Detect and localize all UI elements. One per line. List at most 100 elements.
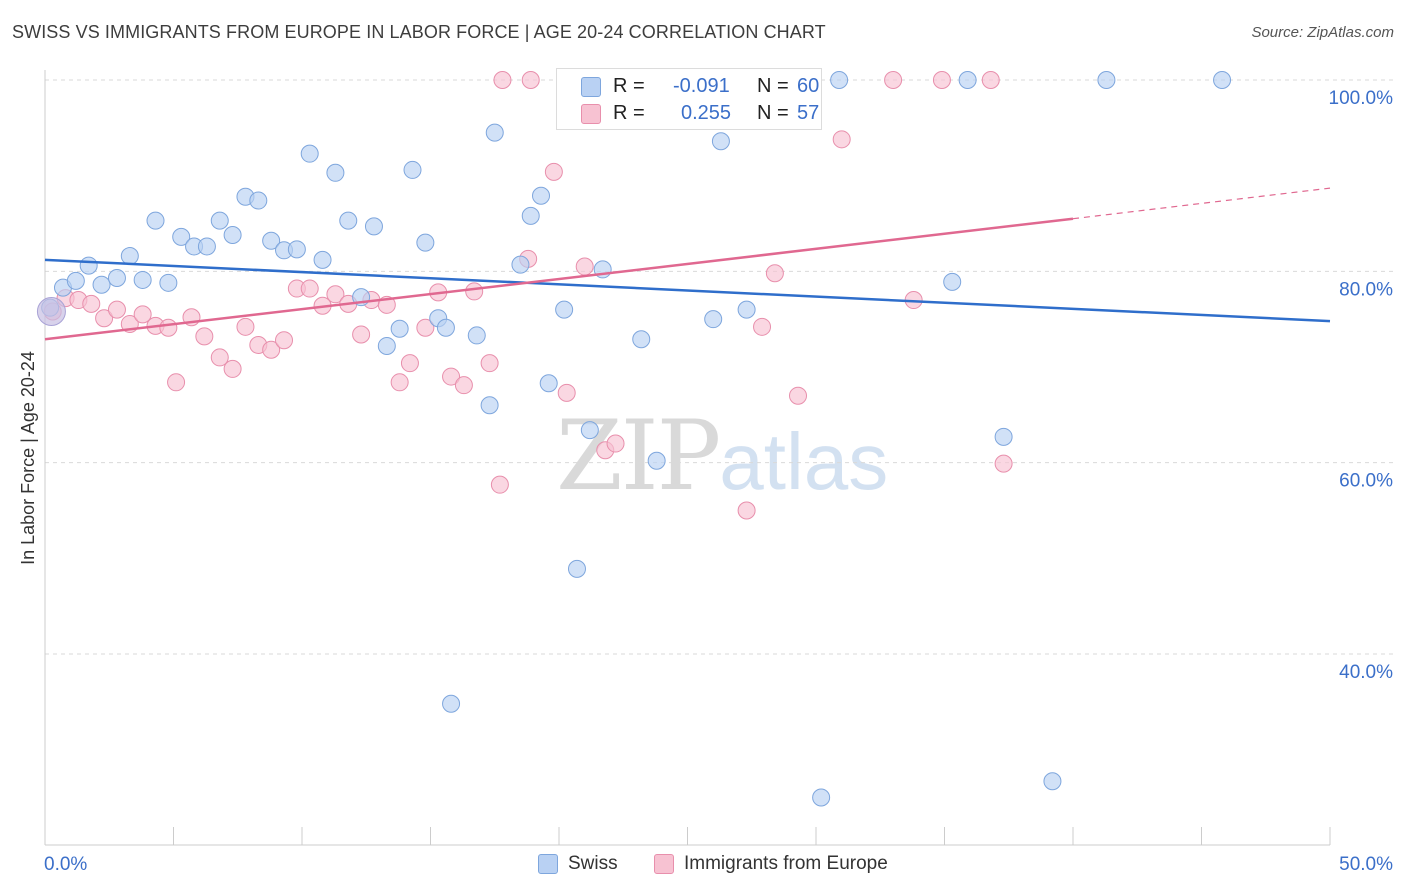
immigrants-point bbox=[493, 71, 512, 89]
stats-legend: R = -0.091 N = 60 R = 0.255 N = 57 bbox=[556, 68, 822, 130]
watermark: ZIPatlas bbox=[556, 400, 888, 512]
swiss-point bbox=[416, 233, 435, 252]
swiss-point bbox=[1043, 772, 1062, 791]
watermark-zip: ZIP bbox=[556, 400, 721, 512]
swiss-point bbox=[711, 132, 730, 151]
swiss-point bbox=[812, 788, 831, 807]
swiss-point bbox=[403, 160, 422, 179]
immigrants-point bbox=[737, 501, 756, 520]
swiss-point bbox=[377, 336, 396, 355]
watermark-atlas: atlas bbox=[719, 417, 889, 506]
swiss-swatch bbox=[581, 77, 601, 97]
immigrants-trend-line bbox=[44, 217, 1074, 341]
immigrants-point bbox=[107, 300, 126, 319]
swiss-point bbox=[632, 330, 651, 349]
swiss-point bbox=[159, 273, 178, 292]
chart-title: SWISS VS IMMIGRANTS FROM EUROPE IN LABOR… bbox=[12, 22, 826, 42]
immigrants-point bbox=[442, 367, 461, 386]
immigrants-point bbox=[789, 386, 808, 405]
immigrants-point bbox=[95, 309, 114, 328]
swiss-point bbox=[539, 374, 558, 393]
immigrants-point bbox=[932, 71, 951, 89]
immigrants-trend-extension bbox=[1072, 187, 1331, 220]
source-credit: Source: ZipAtlas.com bbox=[1251, 24, 1394, 41]
swiss-point bbox=[210, 211, 229, 230]
immigrants-point bbox=[994, 454, 1013, 473]
immigrants-point bbox=[416, 318, 435, 337]
swiss-point bbox=[480, 396, 499, 415]
immigrants-point bbox=[82, 294, 101, 313]
swiss-r-value: -0.091 bbox=[673, 75, 730, 97]
immigrants-point bbox=[236, 317, 255, 336]
swiss-point bbox=[567, 559, 586, 578]
immigrants-point bbox=[480, 354, 499, 373]
swiss-point bbox=[262, 231, 281, 250]
immigrants-point bbox=[300, 279, 319, 298]
swiss-point bbox=[1213, 71, 1232, 89]
legend-swiss-label: Swiss bbox=[568, 853, 618, 874]
immigrants-point bbox=[390, 373, 409, 392]
swiss-point bbox=[442, 694, 461, 713]
immigrants-point bbox=[575, 257, 594, 276]
swiss-point bbox=[326, 163, 345, 182]
immigrants-swatch bbox=[581, 104, 601, 124]
swiss-point bbox=[339, 211, 358, 230]
y-tick-label: 80.0% bbox=[1339, 279, 1393, 300]
swiss-point bbox=[555, 300, 574, 319]
swiss-point bbox=[172, 227, 191, 246]
x-tick-label: 50.0% bbox=[1339, 854, 1393, 875]
swiss-point bbox=[485, 123, 504, 142]
swiss-point bbox=[133, 270, 152, 289]
swiss-n-label: N = bbox=[757, 75, 789, 97]
immigrants-point bbox=[210, 348, 229, 367]
swiss-point bbox=[107, 269, 126, 288]
y-tick-label: 40.0% bbox=[1339, 662, 1393, 683]
immigrants-point bbox=[884, 71, 903, 89]
immigrants-point bbox=[490, 475, 509, 494]
legend-immigrants-swatch bbox=[654, 854, 674, 874]
swiss-point bbox=[92, 275, 111, 294]
swiss-point bbox=[120, 247, 139, 266]
immigrants-point bbox=[765, 264, 784, 283]
immigrants-point bbox=[133, 305, 152, 324]
swiss-point bbox=[580, 421, 599, 440]
immigrants-n-value: 57 bbox=[797, 102, 820, 124]
swiss-point bbox=[994, 427, 1013, 446]
immigrants-point bbox=[167, 373, 186, 392]
swiss-point bbox=[521, 206, 540, 225]
swiss-point bbox=[197, 237, 216, 256]
swiss-point bbox=[532, 186, 551, 205]
immigrants-point bbox=[606, 434, 625, 453]
immigrants-point bbox=[465, 282, 484, 301]
immigrants-point bbox=[521, 71, 540, 89]
legend-swiss-swatch bbox=[538, 854, 558, 874]
overlap-point bbox=[36, 297, 66, 327]
swiss-point bbox=[79, 256, 98, 275]
y-axis-label: In Labor Force | Age 20-24 bbox=[18, 351, 38, 565]
swiss-point bbox=[223, 225, 242, 244]
y-tick-label: 100.0% bbox=[1329, 88, 1394, 109]
immigrants-point bbox=[557, 383, 576, 402]
immigrants-point bbox=[352, 325, 371, 344]
swiss-point bbox=[647, 451, 666, 470]
legend-immigrants-label: Immigrants from Europe bbox=[684, 853, 888, 874]
immigrants-r-value: 0.255 bbox=[681, 102, 732, 124]
swiss-point bbox=[146, 211, 165, 230]
immigrants-point bbox=[223, 359, 242, 378]
immigrants-point bbox=[400, 354, 419, 373]
immigrants-n-label: N = bbox=[757, 102, 789, 124]
swiss-point bbox=[943, 272, 962, 291]
swiss-point bbox=[958, 71, 977, 89]
swiss-point bbox=[436, 318, 455, 337]
swiss-point bbox=[390, 319, 409, 338]
immigrants-point bbox=[159, 318, 178, 337]
swiss-point bbox=[737, 300, 756, 319]
immigrants-point bbox=[262, 340, 281, 359]
swiss-point bbox=[830, 71, 849, 89]
swiss-n-value: 60 bbox=[797, 75, 820, 97]
swiss-point bbox=[1097, 71, 1116, 89]
swiss-trend-line bbox=[44, 258, 1331, 323]
swiss-point bbox=[704, 310, 723, 329]
immigrants-point bbox=[326, 285, 345, 304]
